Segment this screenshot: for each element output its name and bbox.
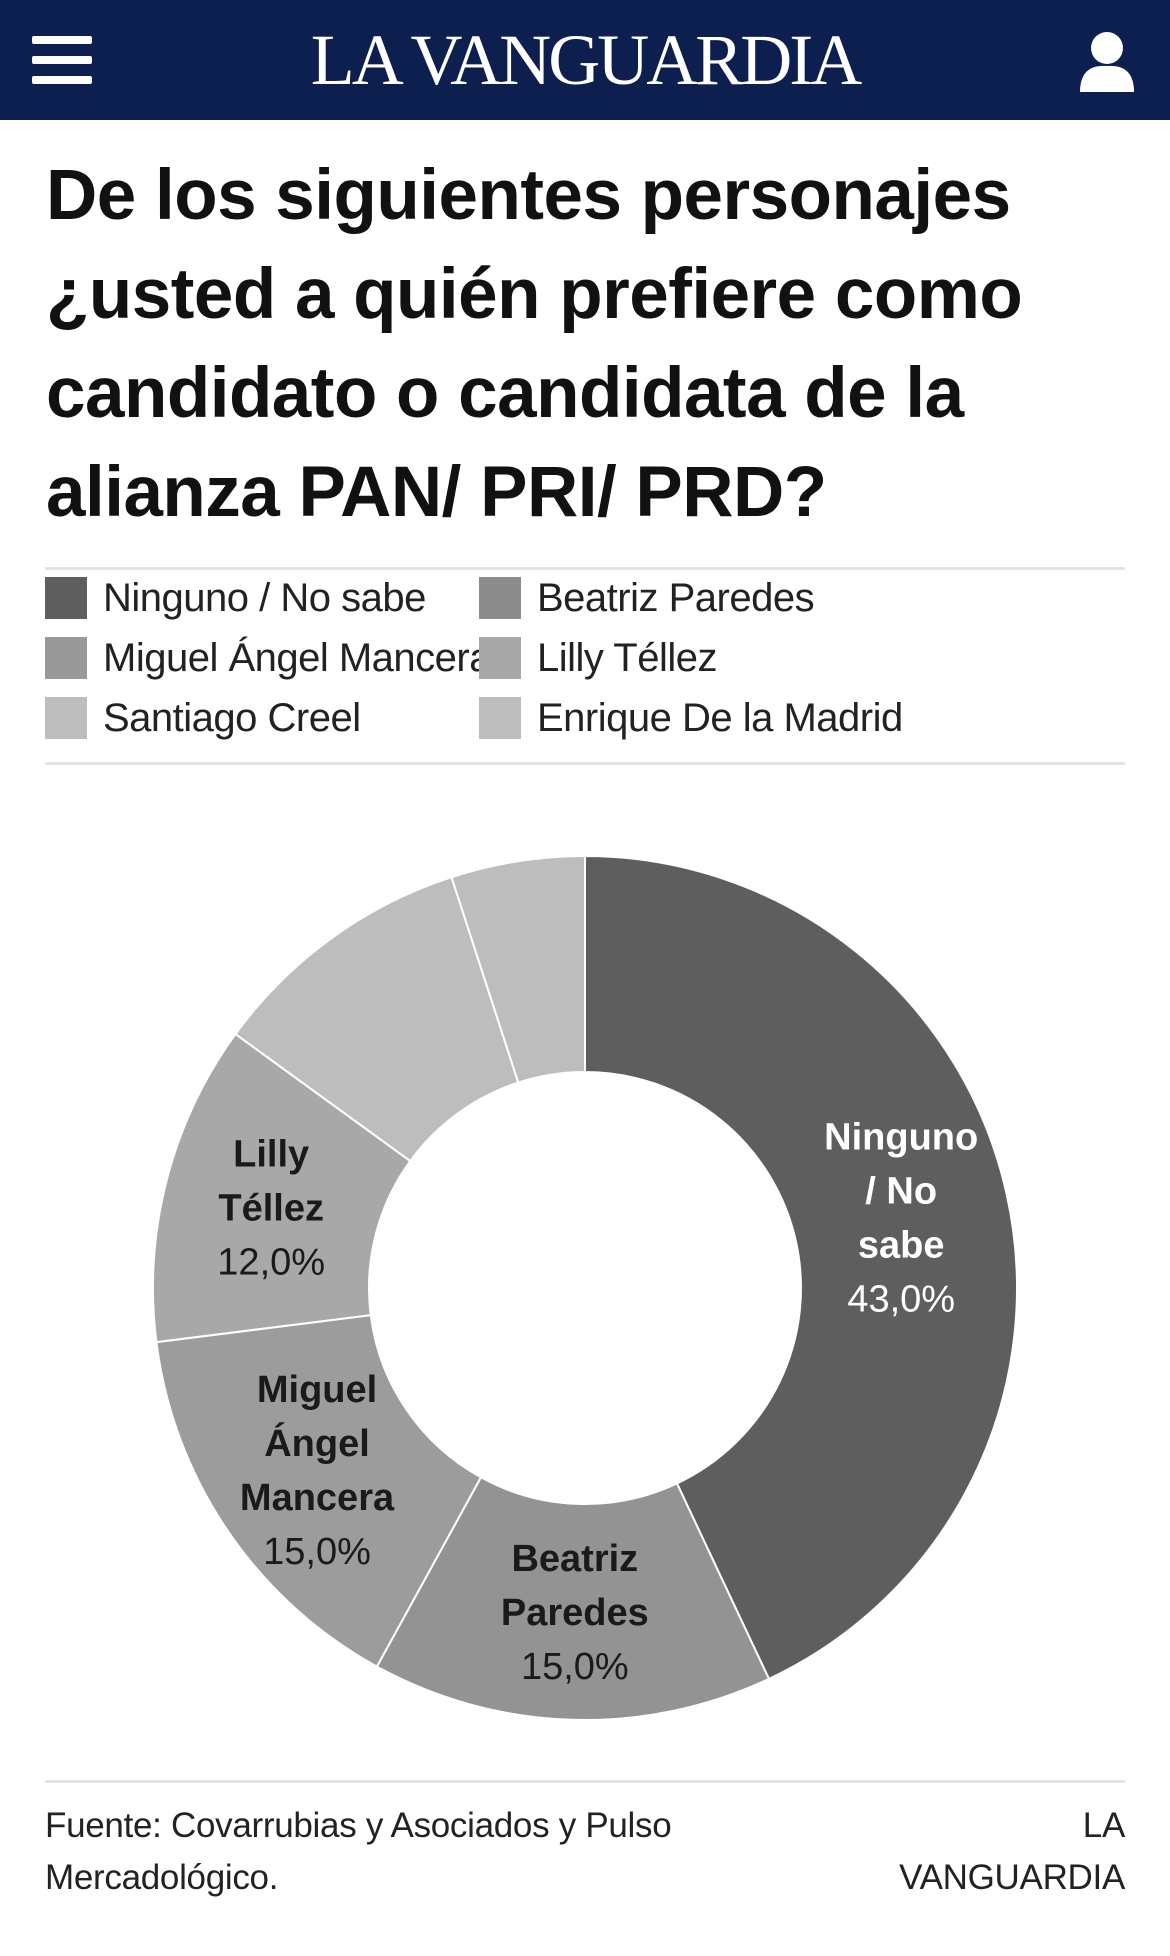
legend-item[interactable]: Miguel Ángel Mancera [45,636,492,680]
legend-item[interactable]: Lilly Téllez [479,635,1079,680]
slice-label-name: Mancera [240,1477,395,1519]
slice-label: Ninguno / No sabe 43,0% [824,1116,978,1320]
divider [45,567,1125,570]
donut-chart: Ninguno / No sabe 43,0%Beatriz Paredes 15,0%M… [152,854,1018,1721]
legend-swatch [479,697,521,739]
legend-swatch [45,577,87,619]
legend-label: Santiago Creel [103,695,361,740]
source-note: Fuente: Covarrubias y Asociados y Pulso … [45,1806,672,1897]
legend-label: Beatriz Paredes [537,575,815,620]
legend-swatch [45,697,87,739]
credit-note: LA VANGUARDIA [899,1806,1125,1897]
slice-label-name: Miguel [257,1369,377,1411]
chart-legend: Ninguno / No sabe Beatriz Paredes Miguel Á… [45,575,1125,740]
brand-logo[interactable]: LA VANGUARDIA [310,20,862,100]
divider [45,1780,1125,1783]
legend-label: Ninguno / No sabe [103,575,426,620]
top-navigation-bar: LA VANGUARDIA [0,0,1170,120]
donut-slice[interactable] [450,854,586,1084]
slice-label-name: Lilly [233,1133,309,1175]
legend-item[interactable]: Beatriz Paredes [479,575,1079,620]
slice-value-label: 12,0% [217,1241,325,1283]
user-icon[interactable] [1078,30,1136,94]
donut-slice[interactable] [152,1032,412,1344]
donut-slice[interactable] [155,1313,483,1668]
legend-label: Enrique De la Madrid [537,695,903,740]
donut-slices [152,854,1018,1721]
slice-label-name: sabe [858,1224,945,1266]
legend-item[interactable]: Enrique De la Madrid [479,695,1079,740]
slice-label-name: / No [865,1170,937,1212]
chart-title: De los siguientes personajes ¿usted a qu… [46,156,1023,532]
slice-label-name: Téllez [218,1187,324,1229]
donut-slice[interactable] [584,854,1018,1681]
slice-label-name: Beatriz [511,1538,638,1580]
legend-label: Lilly Téllez [537,635,718,680]
legend-label: Miguel Ángel Mancera [103,635,492,680]
divider [45,762,1125,765]
slice-value-label: 15,0% [521,1646,629,1688]
legend-swatch [45,637,87,679]
slice-label-name: Ninguno [824,1116,978,1158]
legend-swatch [479,637,521,679]
slice-label-name: Paredes [501,1592,649,1634]
slice-label: Lilly Téllez 12,0% [217,1133,325,1283]
legend-swatch [479,577,521,619]
donut-slice[interactable] [375,1475,771,1721]
donut-labels: Ninguno / No sabe 43,0%Beatriz Paredes 15,0%M… [217,1116,978,1688]
slice-label-name: Ángel [264,1421,370,1465]
slice-value-label: 15,0% [263,1531,371,1573]
hamburger-menu-icon[interactable] [32,36,92,84]
slice-label: Beatriz Paredes 15,0% [501,1538,649,1688]
legend-item[interactable]: Ninguno / No sabe [45,575,479,620]
slice-value-label: 43,0% [847,1278,955,1320]
legend-item[interactable]: Santiago Creel [45,695,479,740]
slice-label: Miguel Ángel Mancera 15,0% [240,1369,395,1573]
